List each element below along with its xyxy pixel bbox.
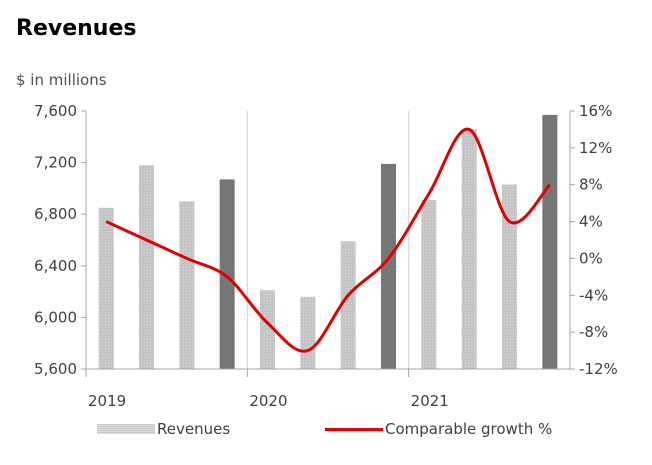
revenue-bar	[381, 163, 396, 369]
legend-growth-swatch	[325, 427, 383, 431]
left-tick-label: 6,800	[34, 205, 77, 223]
right-tick-label: -8%	[579, 323, 608, 341]
legend-growth-label: Comparable growth %	[385, 420, 553, 438]
right-tick-label: 16%	[579, 102, 612, 120]
units-label: $ in millions	[16, 71, 107, 89]
left-tick-label: 7,600	[34, 102, 77, 120]
legend-revenues-label: Revenues	[157, 420, 231, 438]
revenue-bar	[300, 296, 316, 369]
legend-growth: Comparable growth %	[325, 420, 552, 438]
revenue-bar	[502, 184, 517, 369]
chart-title: Revenues	[16, 16, 137, 41]
left-tick-label: 6,400	[34, 257, 77, 275]
legend-revenues: Revenues	[97, 420, 230, 438]
right-tick-label: 8%	[579, 176, 603, 194]
right-tick-label: 0%	[579, 249, 603, 267]
left-tick-label: 5,600	[34, 360, 77, 378]
growth-line	[105, 127, 551, 353]
left-tick-label: 7,200	[34, 154, 77, 172]
right-tick-label: 4%	[579, 213, 603, 231]
revenue-bar	[340, 241, 356, 369]
revenue-bar	[98, 207, 114, 369]
revenue-bar	[139, 165, 154, 369]
revenue-bar	[542, 114, 558, 370]
revenue-bar	[421, 200, 437, 369]
right-tick-label: 12%	[579, 139, 612, 157]
legend-revenues-swatch	[97, 424, 155, 434]
year-label: 2020	[249, 392, 287, 410]
right-tick-label: -12%	[579, 360, 618, 378]
revenue-bar	[219, 179, 235, 369]
right-tick-label: -4%	[579, 286, 608, 304]
revenue-bar	[461, 129, 477, 369]
revenue-bar	[260, 290, 275, 369]
left-tick-label: 6,000	[34, 308, 77, 326]
revenue-bar	[179, 201, 195, 369]
year-label: 2019	[88, 392, 126, 410]
year-label: 2021	[411, 392, 449, 410]
